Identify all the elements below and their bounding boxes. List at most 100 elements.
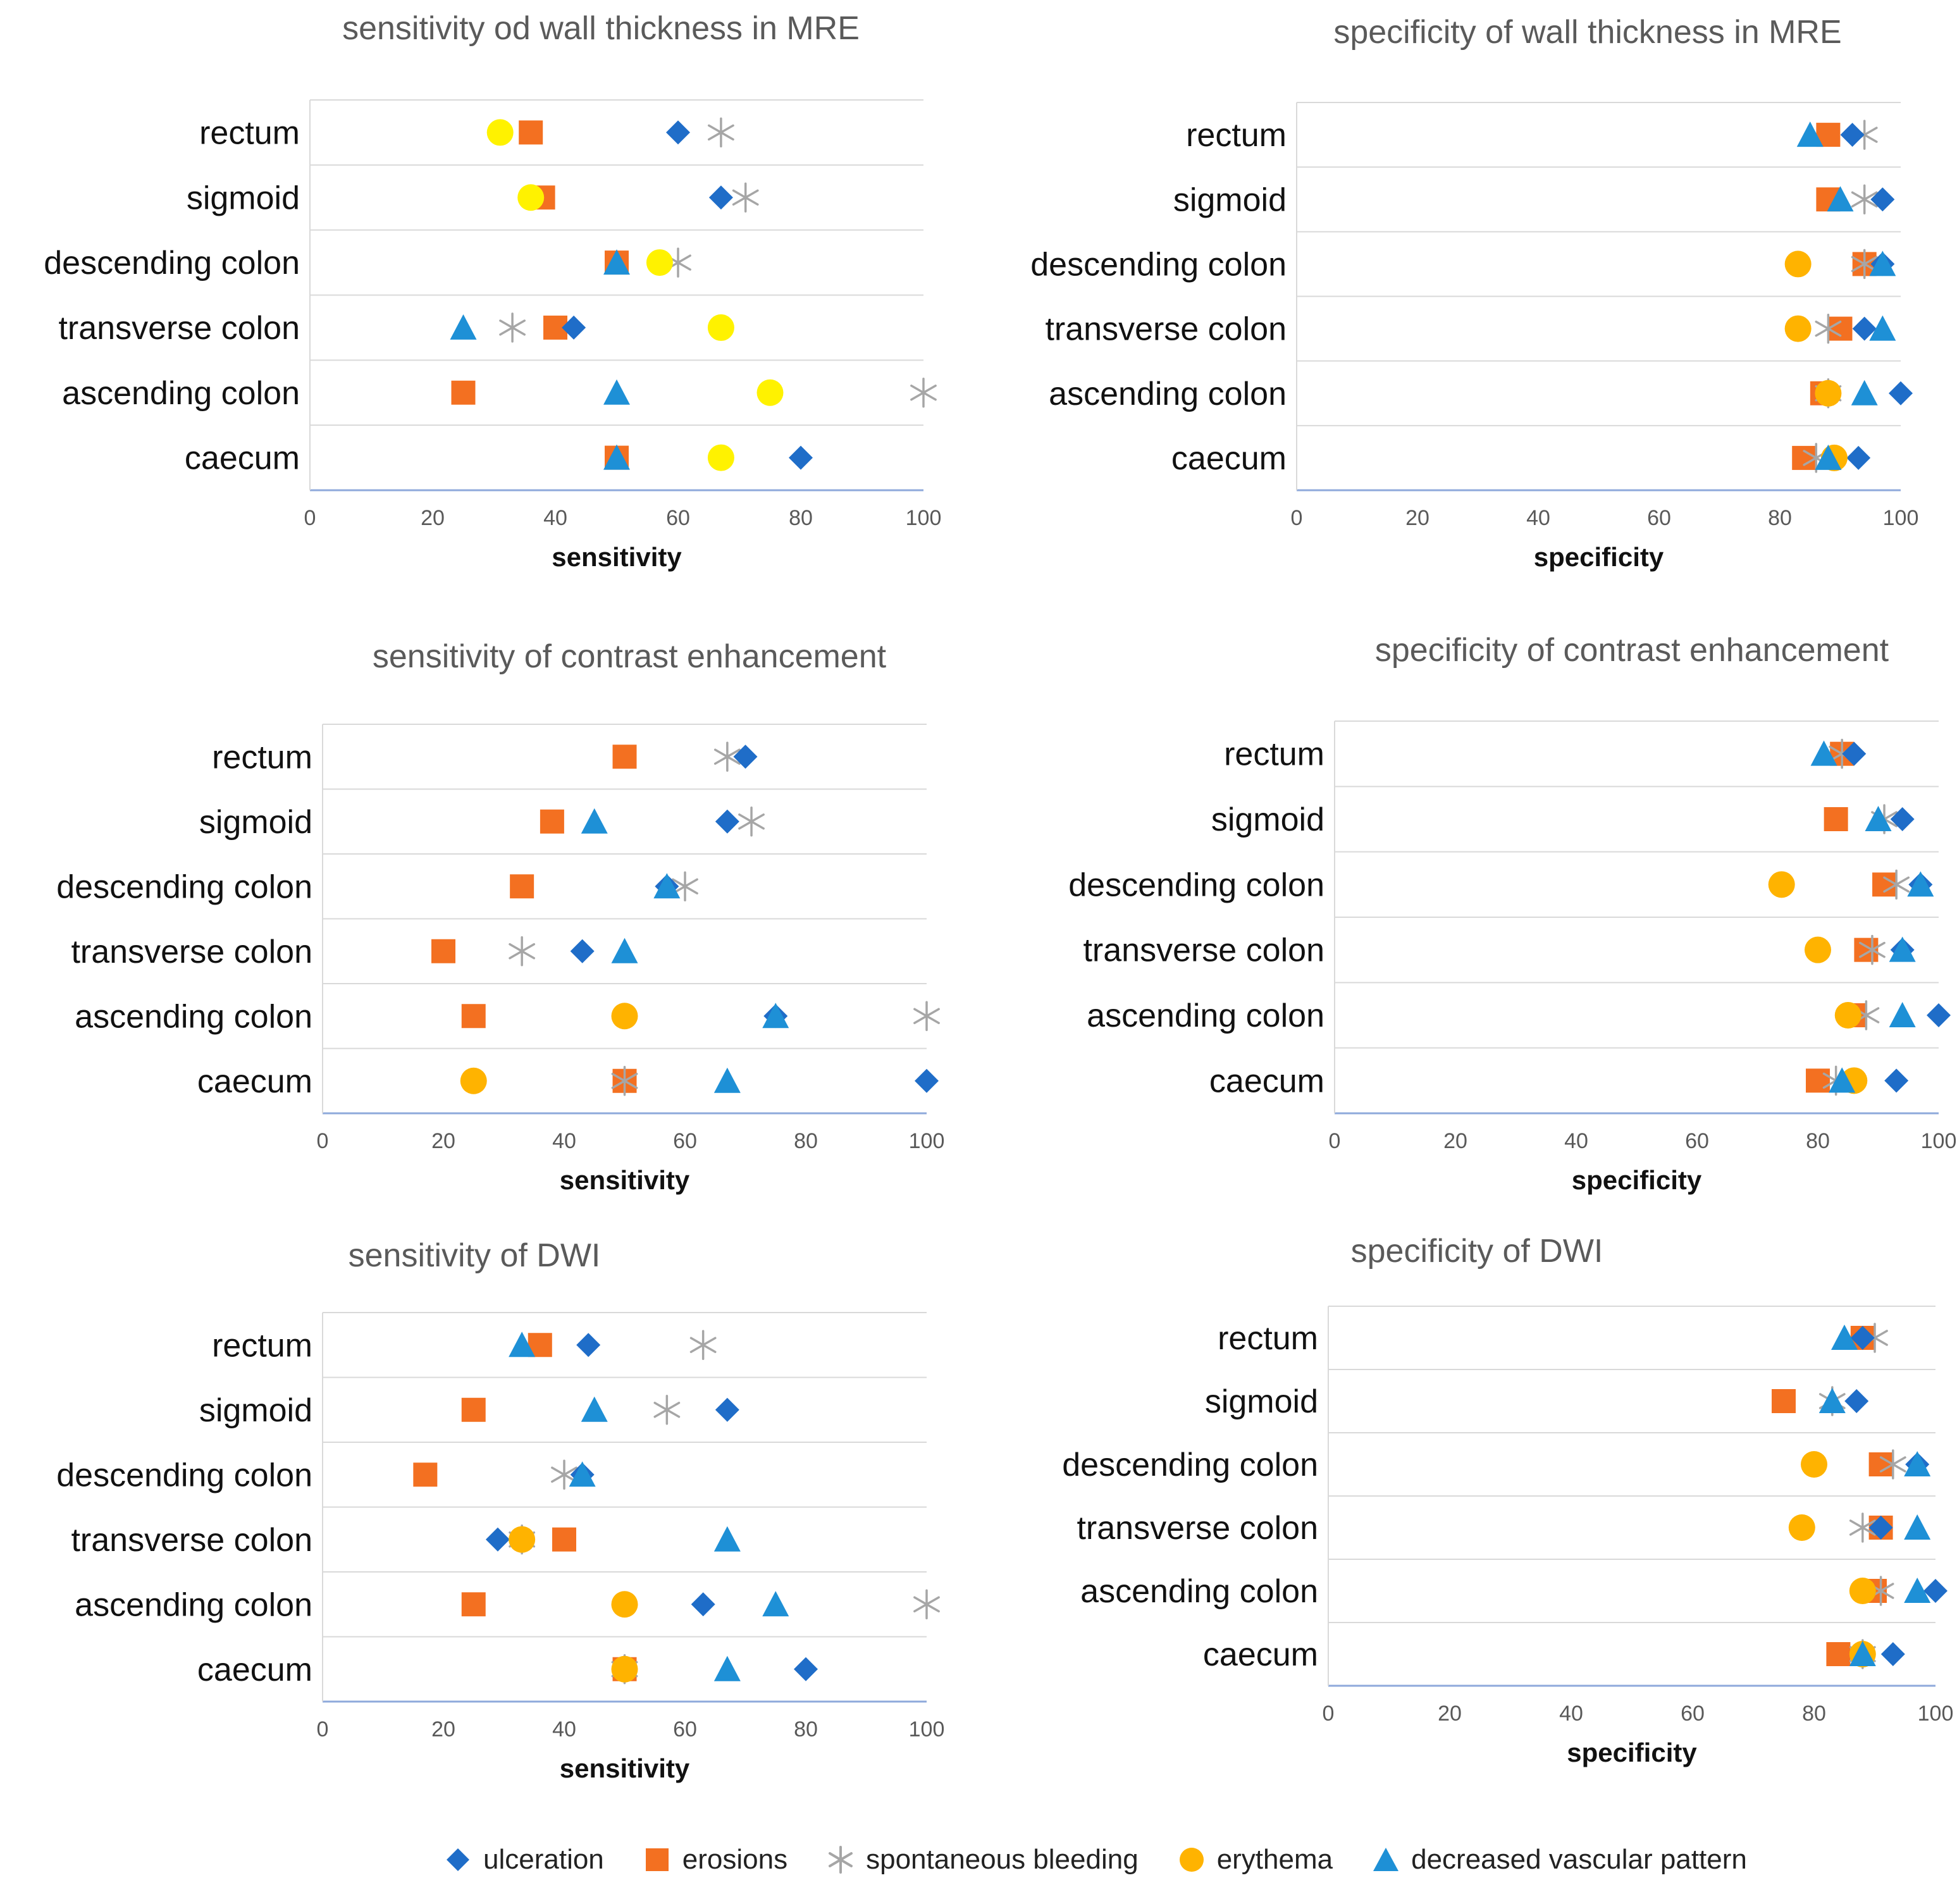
x-tick-label: 0: [304, 506, 316, 530]
marker-ulceration-3: [570, 939, 595, 963]
category-label: sigmoid: [1211, 801, 1324, 838]
diamond-shape: [1840, 123, 1865, 147]
square-shape: [540, 809, 564, 834]
chart-panel-4: specificity of contrast enhancement rectu…: [1068, 632, 1956, 1195]
square-shape: [1792, 445, 1817, 470]
square-shape: [552, 1527, 576, 1552]
marker-erythema-2: [1768, 871, 1795, 898]
marker-decreased-vascular-pattern-0: [509, 1332, 536, 1357]
marker-erosions-1: [1772, 1389, 1796, 1413]
x-tick-label: 100: [909, 1717, 945, 1741]
marker-decreased-vascular-pattern-0: [1810, 740, 1837, 766]
marker-erosions-5: [1806, 1068, 1830, 1093]
marker-decreased-vascular-pattern-5: [1829, 1067, 1856, 1093]
triangle-shape: [603, 444, 630, 470]
x-tick-label: 20: [1438, 1702, 1462, 1726]
diamond-shape: [1852, 316, 1877, 341]
x-tick-label: 80: [1806, 1129, 1830, 1153]
marker-erythema-3: [1805, 936, 1831, 963]
triangle-shape: [713, 1655, 741, 1681]
x-axis-label: specificity: [1567, 1738, 1697, 1767]
diamond-shape: [1880, 1642, 1905, 1666]
marker-spontaneous-bleeding-3: [1849, 1512, 1876, 1543]
diamond-shape: [666, 120, 690, 145]
x-tick-label: 40: [552, 1717, 576, 1741]
x-tick-label: 60: [1647, 506, 1671, 530]
marker-ulceration-3: [562, 315, 586, 340]
triangle-shape: [713, 1067, 741, 1093]
category-label: transverse colon: [1077, 1510, 1318, 1547]
marker-erosions-2: [1872, 872, 1897, 897]
triangle-shape: [1869, 250, 1896, 276]
asterisk-stroke-2: [689, 1337, 717, 1353]
category-label: transverse colon: [71, 934, 312, 970]
chart-title: sensitivity of contrast enhancement: [373, 638, 887, 675]
triangle-shape: [1907, 871, 1934, 897]
x-tick-label: 80: [1802, 1702, 1826, 1726]
diamond-shape: [1842, 741, 1867, 766]
triangle-shape: [1815, 444, 1842, 470]
category-label: transverse colon: [71, 1522, 312, 1559]
marker-ulceration-0: [733, 745, 758, 769]
marker-decreased-vascular-pattern-4: [603, 379, 630, 405]
x-tick-label: 40: [552, 1129, 576, 1153]
marker-erosions-4: [451, 380, 476, 405]
circle-shape: [611, 1591, 638, 1618]
x-tick-label: 20: [431, 1717, 455, 1741]
marker-decreased-vascular-pattern-0: [1796, 121, 1824, 147]
square-shape: [431, 939, 455, 963]
diamond-shape: [1890, 807, 1915, 831]
asterisk-stroke-2: [672, 878, 698, 894]
marker-ulceration-3: [485, 1527, 510, 1552]
square-shape: [1868, 1452, 1893, 1476]
marker-ulceration-1: [708, 185, 733, 210]
diamond-shape: [1844, 1389, 1869, 1413]
legend-label-erythema: erythema: [1216, 1844, 1333, 1875]
asterisk-stroke-2: [738, 813, 765, 830]
marker-ulceration-3: [1852, 316, 1877, 341]
marker-erythema-3: [1784, 315, 1812, 342]
marker-decreased-vascular-pattern-1: [581, 1396, 608, 1422]
x-tick-label: 0: [1291, 506, 1303, 530]
circle-shape: [1784, 315, 1812, 342]
marker-erythema-3: [509, 1526, 536, 1553]
marker-ulceration-5: [789, 445, 813, 470]
square-shape: [1772, 1389, 1796, 1413]
category-label: rectum: [199, 114, 300, 151]
category-label: caecum: [1171, 440, 1287, 477]
marker-spontaneous-bleeding-5: [611, 1066, 638, 1096]
category-label: transverse colon: [58, 310, 300, 347]
x-tick-label: 60: [666, 506, 690, 530]
x-tick-label: 80: [794, 1129, 818, 1153]
marker-erosions-2: [1868, 1452, 1893, 1476]
x-axis-label: specificity: [1572, 1165, 1702, 1195]
marker-decreased-vascular-pattern-2: [1907, 871, 1934, 897]
asterisk-stroke-2: [1859, 941, 1886, 958]
marker-ulceration-5: [1884, 1068, 1909, 1093]
x-tick-label: 60: [673, 1717, 697, 1741]
marker-decreased-vascular-pattern-5: [603, 444, 630, 470]
marker-erythema-5: [611, 1655, 638, 1683]
marker-decreased-vascular-pattern-2: [569, 1461, 596, 1487]
legend-item-erosions: erosions: [642, 1844, 787, 1876]
marker-ulceration-5: [794, 1657, 818, 1681]
category-label: sigmoid: [199, 1392, 312, 1429]
marker-decreased-vascular-pattern-4: [1904, 1578, 1931, 1603]
legend-label-decreased-vascular-pattern: decreased vascular pattern: [1411, 1844, 1747, 1875]
diamond-shape: [794, 1657, 818, 1681]
triangle-shape: [653, 873, 681, 899]
marker-erosions-5: [1826, 1642, 1851, 1666]
triangle-shape: [1796, 121, 1824, 147]
marker-erythema-4: [1849, 1578, 1876, 1604]
marker-spontaneous-bleeding-3: [1815, 313, 1842, 344]
triangle-shape: [1831, 1325, 1858, 1350]
diamond-icon: [447, 1848, 469, 1871]
triangle-shape: [762, 1003, 789, 1029]
circle-shape: [1784, 250, 1812, 278]
category-label: caecum: [1203, 1636, 1318, 1673]
marker-ulceration-1: [1870, 187, 1895, 212]
square-shape: [461, 1004, 486, 1029]
marker-ulceration-5: [915, 1068, 939, 1093]
marker-erythema-2: [1784, 250, 1812, 278]
